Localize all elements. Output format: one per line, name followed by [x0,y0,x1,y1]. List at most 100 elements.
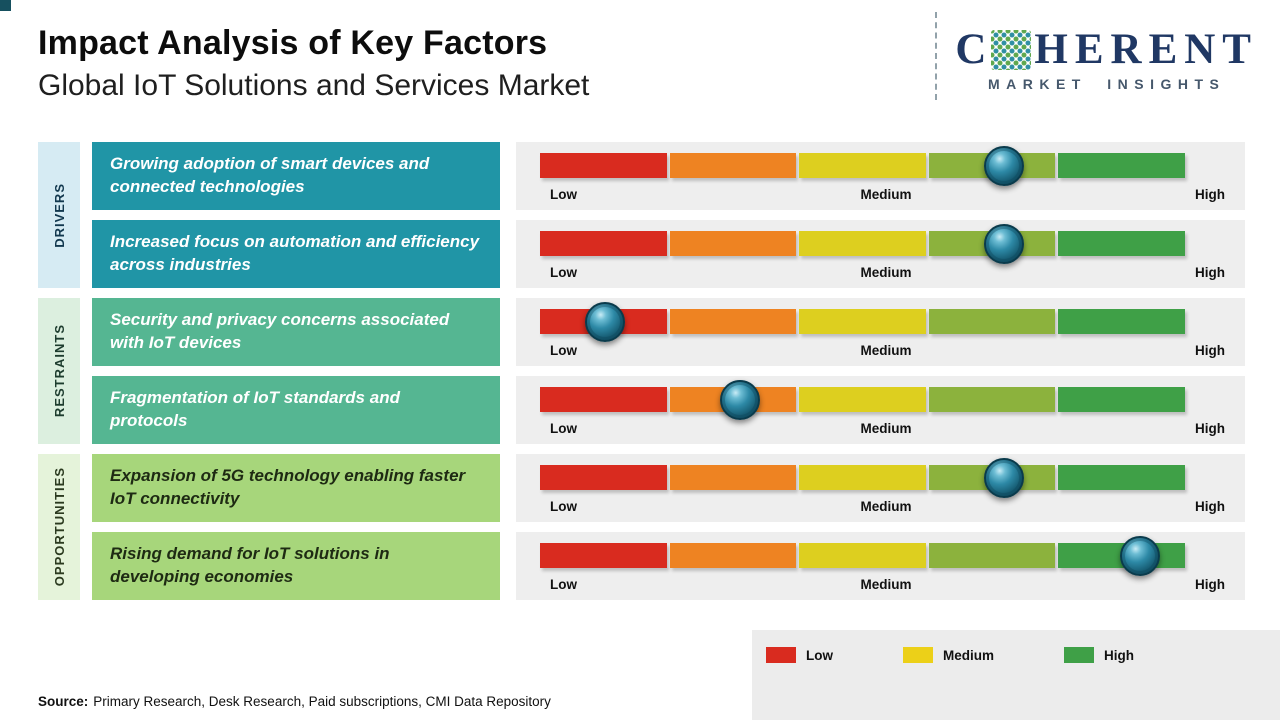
impact-bar-panel: Low Medium High [516,142,1245,210]
logo-mosaic-icon [991,29,1032,70]
scale-label-medium: Medium [860,265,912,280]
scale-labels: Low Medium High [550,499,1225,514]
brand-tagline: MARKET INSIGHTS [987,76,1226,92]
legend-panel: Low Medium High [752,630,1280,720]
bar-segment-2 [669,543,797,568]
legend-swatch-low [766,647,796,663]
scale-label-medium: Medium [860,499,912,514]
bar-segment-5 [1058,465,1185,490]
impact-slider-knob[interactable] [984,145,1025,186]
bar-segment-2 [669,153,797,178]
page-subtitle: Global IoT Solutions and Services Market [38,69,590,102]
scale-label-low: Low [550,343,577,358]
bar-segment-2 [669,465,797,490]
impact-gradient-bar [540,223,1185,264]
bar-segment-4 [928,309,1056,334]
corner-accent [0,0,11,11]
impact-slider-knob[interactable] [584,301,625,342]
impact-bar-panel: Low Medium High [516,298,1245,366]
impact-bar-panel: Low Medium High [516,220,1245,288]
impact-gradient-bar [540,379,1185,420]
factor-card: Increased focus on automation and effici… [92,220,500,288]
group-opportunities: OPPORTUNITIES Expansion of 5G technology… [38,454,1245,600]
scale-label-medium: Medium [860,577,912,592]
impact-bar-panel: Low Medium High [516,532,1245,600]
scale-label-low: Low [550,187,577,202]
bar-segment-4 [928,543,1056,568]
impact-gradient-bar [540,535,1185,576]
impact-gradient-bar [540,301,1185,342]
brand-first-letter: C [955,26,994,73]
group-label-text: OPPORTUNITIES [51,467,67,587]
scale-labels: Low Medium High [550,187,1225,202]
bar-segment-5 [1058,231,1185,256]
bar-segment-2 [669,309,797,334]
scale-label-high: High [1194,343,1225,358]
scale-label-medium: Medium [860,343,912,358]
scale-label-medium: Medium [860,187,912,202]
factor-card: Fragmentation of IoT standards and proto… [92,376,500,444]
impact-slider-knob[interactable] [719,379,760,420]
title-block: Impact Analysis of Key Factors Global Io… [38,24,925,103]
source-note: Source: Primary Research, Desk Research, … [38,694,551,709]
factor-row: Expansion of 5G technology enabling fast… [92,454,1245,522]
bar-segment-4 [928,387,1056,412]
impact-slider-knob[interactable] [984,223,1025,264]
bar-segment-2 [669,231,797,256]
legend-label-medium: Medium [943,647,995,663]
bar-segment-3 [799,543,926,568]
brand-rest: HERENT [1034,26,1258,73]
bar-segment-3 [799,153,926,178]
impact-gradient-bar [540,457,1185,498]
brand-logo: C HERENT MARKET INSIGHTS [955,24,1258,92]
scale-label-low: Low [550,499,577,514]
source-prefix: Source: [38,694,89,709]
factor-card: Security and privacy concerns associated… [92,298,500,366]
group-label-opportunities: OPPORTUNITIES [38,454,80,600]
scale-labels: Low Medium High [550,577,1225,592]
scale-label-low: Low [550,577,577,592]
scale-labels: Low Medium High [550,421,1225,436]
factor-card: Rising demand for IoT solutions in devel… [92,532,500,600]
bar-segment-1 [540,231,667,256]
bar-segment-3 [799,387,926,412]
scale-label-low: Low [550,265,577,280]
group-label-text: RESTRAINTS [51,324,67,418]
factor-row: Increased focus on automation and effici… [92,220,1245,288]
page-title: Impact Analysis of Key Factors [38,24,548,62]
impact-slider-knob[interactable] [1119,535,1160,576]
scale-label-low: Low [550,421,577,436]
factor-row: Growing adoption of smart devices and co… [92,142,1245,210]
bar-segment-1 [540,387,667,412]
legend-label-high: High [1104,647,1135,663]
bar-segment-3 [799,231,926,256]
scale-label-high: High [1194,265,1225,280]
source-text: Primary Research, Desk Research, Paid su… [93,694,551,709]
factor-row: Fragmentation of IoT standards and proto… [92,376,1245,444]
factor-card: Growing adoption of smart devices and co… [92,142,500,210]
scale-label-medium: Medium [860,421,912,436]
impact-slider-knob[interactable] [984,457,1025,498]
scale-label-high: High [1194,577,1225,592]
bar-segment-1 [540,465,667,490]
header: Impact Analysis of Key Factors Global Io… [0,0,1280,132]
legend-swatch-medium [903,647,933,663]
scale-label-high: High [1194,499,1225,514]
factor-card: Expansion of 5G technology enabling fast… [92,454,500,522]
group-label-restraints: RESTRAINTS [38,298,80,444]
group-restraints: RESTRAINTS Security and privacy concerns… [38,298,1245,444]
bar-segment-1 [540,543,667,568]
legend-swatch-high [1064,647,1095,663]
scale-labels: Low Medium High [550,265,1225,280]
scale-label-high: High [1194,187,1225,202]
brand-wordmark: C HERENT [955,28,1258,71]
impact-bar-panel: Low Medium High [516,454,1245,522]
legend-item-high: High [1064,647,1134,663]
bar-segment-5 [1058,153,1185,178]
scale-labels: Low Medium High [550,343,1225,358]
group-label-drivers: DRIVERS [38,142,80,288]
group-drivers: DRIVERS Growing adoption of smart device… [38,142,1245,288]
factor-row: Rising demand for IoT solutions in devel… [92,532,1245,600]
impact-bar-panel: Low Medium High [516,376,1245,444]
